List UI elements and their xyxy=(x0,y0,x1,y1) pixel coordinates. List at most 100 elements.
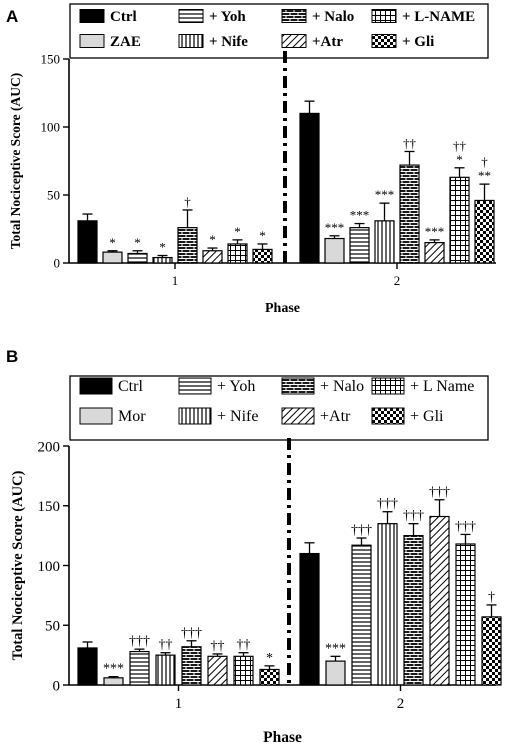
legend: Ctrl + Yoh + Nalo + L-NAME ZAE + Nife +Atr + Gl… xyxy=(69,3,489,59)
bar xyxy=(181,646,202,686)
x-tick-label: 2 xyxy=(394,273,401,288)
y-tick-label: 100 xyxy=(41,120,61,135)
legend-label: + L-NAME xyxy=(402,9,475,25)
bar xyxy=(202,250,223,264)
significance-mark: *** xyxy=(425,224,445,239)
bar xyxy=(455,543,476,686)
legend-swatch xyxy=(178,377,212,395)
significance-mark: †† xyxy=(237,638,251,653)
significance-mark: ††† xyxy=(351,523,372,538)
legend-swatch xyxy=(281,407,315,425)
legend-box xyxy=(69,375,489,441)
y-tick-label: 100 xyxy=(38,559,61,575)
y-tick-label: 200 xyxy=(38,439,61,455)
legend-swatch xyxy=(79,9,105,23)
significance-mark: †† xyxy=(159,638,173,653)
legend-label: + Nife xyxy=(209,34,248,50)
significance-mark: ††† xyxy=(377,497,398,512)
y-tick-label: 50 xyxy=(45,619,60,635)
significance-mark: † xyxy=(481,154,488,169)
significance-mark: *** xyxy=(325,220,345,235)
legend-swatch xyxy=(281,9,307,23)
bar xyxy=(429,515,450,686)
significance-mark: * xyxy=(209,232,216,247)
legend-label: + Gli xyxy=(402,34,434,50)
significance-mark: * xyxy=(259,228,266,243)
bar xyxy=(129,650,150,686)
significance-mark: *** xyxy=(375,187,395,202)
chart-panel-b: B Ctrl + Yoh + Nalo + L Name Mor + Nife +Atr + G… xyxy=(6,347,502,746)
legend-label: + L Name xyxy=(410,378,474,395)
bar xyxy=(102,251,123,264)
legend-label: + Nife xyxy=(217,408,258,425)
legend-label: + Nalo xyxy=(312,9,354,25)
bar xyxy=(449,176,470,264)
bar xyxy=(155,654,176,686)
significance-mark: ** xyxy=(478,168,491,183)
bar xyxy=(374,220,395,264)
legend-swatch xyxy=(371,407,405,425)
bar xyxy=(399,164,420,264)
significance-mark: † xyxy=(488,590,495,605)
y-tick-label: 150 xyxy=(38,499,61,515)
y-axis-label: Total Nociceptive Score (AUC) xyxy=(10,470,26,660)
y-tick-label: 0 xyxy=(53,678,61,694)
legend-label: + Yoh xyxy=(209,9,246,25)
legend-swatch xyxy=(178,34,204,48)
bar xyxy=(349,227,370,264)
legend-label: Mor xyxy=(118,408,146,425)
legend-label: +Atr xyxy=(312,34,343,50)
bar xyxy=(77,220,98,264)
legend-swatch xyxy=(281,34,307,48)
x-tick-label: 1 xyxy=(175,696,183,712)
bar xyxy=(152,256,173,264)
legend-label: Ctrl xyxy=(110,9,137,25)
y-tick-label: 50 xyxy=(47,188,60,203)
bar xyxy=(351,544,372,686)
legend-box xyxy=(69,3,489,59)
legend-label: + Nalo xyxy=(320,378,364,395)
y-tick-label: 0 xyxy=(54,256,61,271)
bar xyxy=(233,655,254,686)
bar xyxy=(377,523,398,686)
significance-mark: ††† xyxy=(403,509,424,524)
legend-swatch xyxy=(371,9,397,23)
legend-swatch xyxy=(281,377,315,395)
bar xyxy=(299,112,320,264)
legend-swatch xyxy=(178,9,204,23)
x-tick-label: 2 xyxy=(397,696,405,712)
bar xyxy=(474,199,495,264)
significance-mark: ††† xyxy=(181,626,202,641)
bar xyxy=(259,668,280,686)
bar xyxy=(325,660,346,686)
x-tick-label: 1 xyxy=(172,273,179,288)
significance-mark: * xyxy=(134,235,141,250)
bar xyxy=(77,647,98,686)
legend-swatch xyxy=(79,34,105,48)
x-axis-label: Phase xyxy=(265,301,300,316)
legend-swatch xyxy=(79,377,113,395)
legend-label: + Yoh xyxy=(217,378,255,395)
bar xyxy=(252,248,273,264)
bar xyxy=(103,677,124,686)
legend-swatch xyxy=(371,34,397,48)
significance-mark: * xyxy=(159,240,166,255)
significance-mark: *** xyxy=(325,641,346,656)
significance-mark: ††† xyxy=(129,634,150,649)
significance-mark: ††† xyxy=(455,519,476,534)
bar xyxy=(207,655,228,686)
legend-label: + Gli xyxy=(410,408,444,425)
significance-mark: † xyxy=(184,194,191,209)
bar xyxy=(299,552,320,686)
bar xyxy=(481,616,502,686)
bar xyxy=(227,243,248,264)
bar xyxy=(177,227,198,264)
significance-mark: †† xyxy=(453,138,467,153)
panel-letter: B xyxy=(6,347,18,366)
bar xyxy=(403,535,424,686)
significance-mark: †† xyxy=(211,639,225,654)
significance-mark: * xyxy=(234,224,241,239)
chart-panel-a: A Ctrl + Yoh + Nalo + L-NAME ZAE + Nife +Atr + G… xyxy=(6,3,496,316)
bar xyxy=(127,252,148,264)
